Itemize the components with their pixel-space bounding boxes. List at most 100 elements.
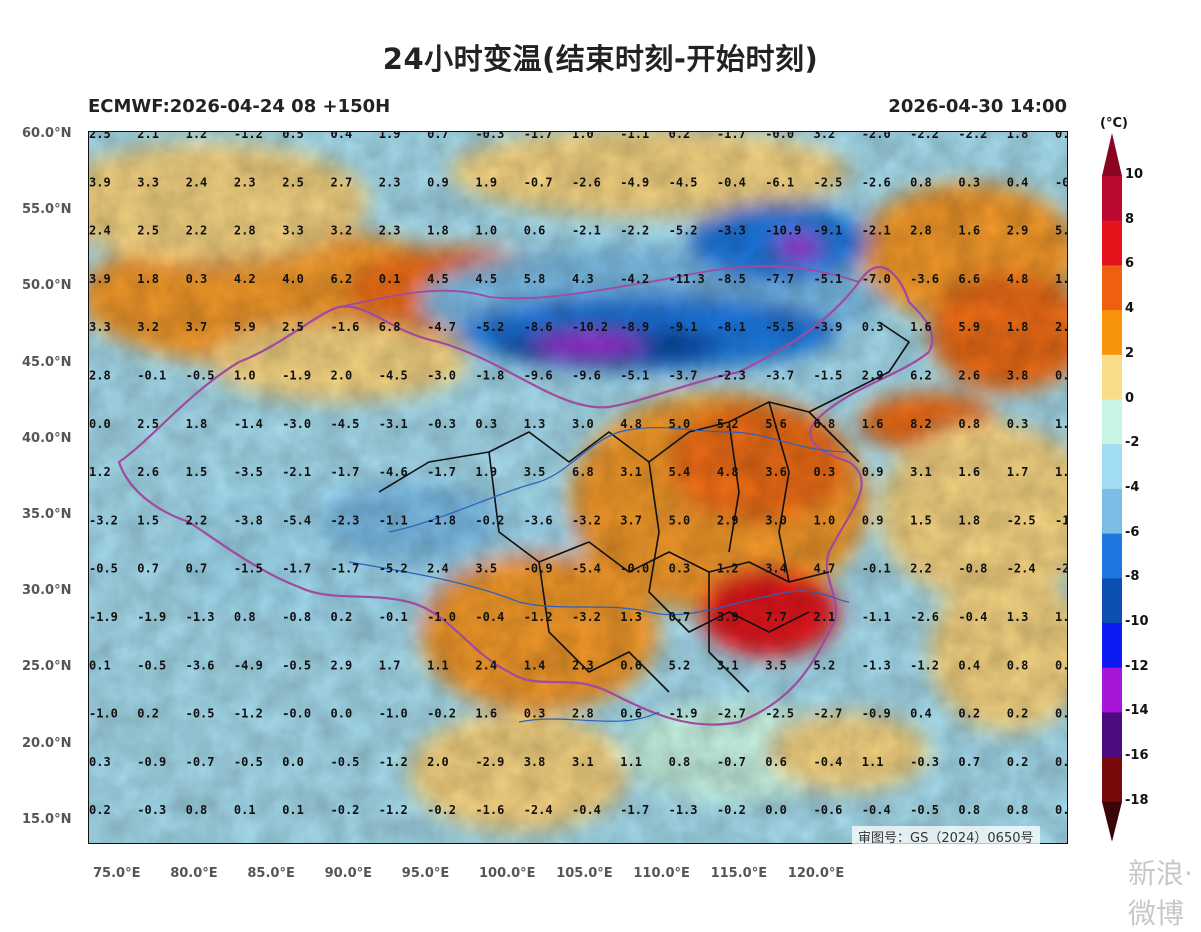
grid-value: -1.2 (379, 803, 408, 817)
grid-value: -4.7 (427, 320, 456, 334)
grid-value: 1.8 (958, 513, 980, 527)
grid-value: 5.9 (958, 320, 980, 334)
grid-value: 5.2 (669, 658, 691, 672)
grid-value: -1.9 (137, 610, 166, 624)
grid-value: 0.8 (669, 755, 691, 769)
grid-value: -5.1 (620, 369, 649, 383)
grid-value: -7.7 (765, 272, 794, 286)
grid-value: -0.3 (427, 417, 456, 431)
grid-value: 3.9 (89, 272, 111, 286)
grid-value: -0.4 (814, 755, 843, 769)
grid-value: 1.9 (379, 132, 401, 141)
grid-value: -8.6 (524, 320, 553, 334)
grid-value: 1.2 (717, 562, 739, 576)
colorbar-tick-label: 0 (1125, 390, 1135, 406)
grid-value: -0.4 (572, 803, 601, 817)
grid-value: -3.0 (427, 369, 456, 383)
grid-value: 2.6 (137, 465, 159, 479)
grid-value: 3.2 (331, 224, 353, 238)
grid-value: 0.8 (958, 803, 980, 817)
colorbar-segment (1102, 444, 1122, 490)
grid-value: 3.0 (572, 417, 594, 431)
grid-value: 0.4 (1007, 175, 1029, 189)
grid-value: -3.6 (186, 658, 215, 672)
grid-value: -2.1 (572, 224, 601, 238)
grid-value: 1.3 (620, 610, 642, 624)
grid-value: 1.7 (379, 658, 401, 672)
grid-value: -2.3 (331, 513, 360, 527)
grid-value: -0.1 (379, 610, 408, 624)
grid-value: -0.2 (331, 803, 360, 817)
grid-value: 3.8 (524, 755, 546, 769)
grid-value: 0.1 (234, 803, 256, 817)
grid-value: -8.5 (717, 272, 746, 286)
grid-value: -1.3 (186, 610, 215, 624)
colorbar-segment (1102, 667, 1122, 713)
grid-value: 2.3 (234, 175, 256, 189)
temperature-change-map[interactable]: 2.5 2.1 1.2 -1.2 0.5 0.4 1.9 0.7 -0.3 -1.7 1.0 -1.1… (88, 131, 1068, 844)
grid-value: -5.4 (282, 513, 311, 527)
grid-value: 3.5 (475, 562, 497, 576)
grid-value: 2.4 (475, 658, 497, 672)
grid-value: -1.7 (331, 562, 360, 576)
grid-value: 2.5 (282, 320, 304, 334)
grid-value: -1.7 (331, 465, 360, 479)
grid-value: 3.1 (717, 658, 739, 672)
colorbar-segment (1102, 578, 1122, 624)
map-title: 24小时变温(结束时刻-开始时刻) (382, 42, 819, 76)
grid-value: 4.8 (1007, 272, 1029, 286)
grid-value: 3.2 (814, 132, 836, 141)
grid-value: 1.6 (862, 417, 884, 431)
grid-value: -4.5 (669, 175, 698, 189)
grid-value: -2.6 (910, 610, 939, 624)
grid-value: 0.8 (1007, 658, 1029, 672)
grid-value: 3.2 (137, 320, 159, 334)
grid-value: -2.6 (572, 175, 601, 189)
grid-value: 0.0 (331, 707, 353, 721)
colorbar-tick-label: 2 (1125, 345, 1135, 361)
grid-value: -2.3 (717, 369, 746, 383)
grid-value: 0.5 (282, 132, 304, 141)
latitude-label: 20.0°N (22, 735, 72, 751)
grid-value: -4.2 (620, 272, 649, 286)
colorbar-tick-label: -16 (1125, 748, 1149, 764)
grid-value: -1.2 (379, 755, 408, 769)
grid-value: -1.2 (234, 707, 263, 721)
latitude-label: 60.0°N (22, 126, 72, 141)
latitude-label: 15.0°N (22, 811, 72, 827)
latitude-label: 55.0°N (22, 202, 72, 218)
grid-value: 1.5 (186, 465, 208, 479)
grid-value: 2.9 (862, 369, 884, 383)
colorbar-segment (1102, 310, 1122, 356)
grid-value: 0.0 (1055, 369, 1068, 383)
grid-value: 0.3 (814, 465, 836, 479)
grid-value: -11.3 (669, 272, 705, 286)
colorbar-tick-label: -4 (1125, 479, 1140, 495)
grid-value: -0.8 (958, 562, 987, 576)
grid-value: -0.4 (717, 175, 746, 189)
grid-value: 2.8 (234, 224, 256, 238)
grid-value: 1.7 (1007, 465, 1029, 479)
grid-value: 1.8 (427, 224, 449, 238)
grid-value: -1.8 (427, 513, 456, 527)
grid-value: 6.8 (572, 465, 594, 479)
longitude-label: 95.0°E (401, 866, 450, 881)
grid-value: -0.2 (475, 513, 504, 527)
grid-value: 2.2 (186, 224, 208, 238)
grid-value: 0.2 (958, 707, 980, 721)
grid-value: 7.7 (765, 610, 787, 624)
latitude-label: 30.0°N (22, 583, 72, 599)
colorbar-segment (1102, 265, 1122, 311)
grid-value: 2.3 (572, 658, 594, 672)
grid-value: -0.9 (137, 755, 166, 769)
grid-value: -2.0 (862, 132, 891, 141)
grid-value: 2.8 (910, 224, 932, 238)
grid-value: 3.5 (524, 465, 546, 479)
colorbar-tick-label: -2 (1125, 435, 1140, 451)
grid-value: 2.4 (427, 562, 449, 576)
grid-value: -1.7 (524, 132, 553, 141)
grid-value: 1.9 (475, 465, 497, 479)
grid-value: 0.8 (958, 417, 980, 431)
grid-value: 2.9 (717, 513, 739, 527)
grid-value: -2.2 (910, 132, 939, 141)
